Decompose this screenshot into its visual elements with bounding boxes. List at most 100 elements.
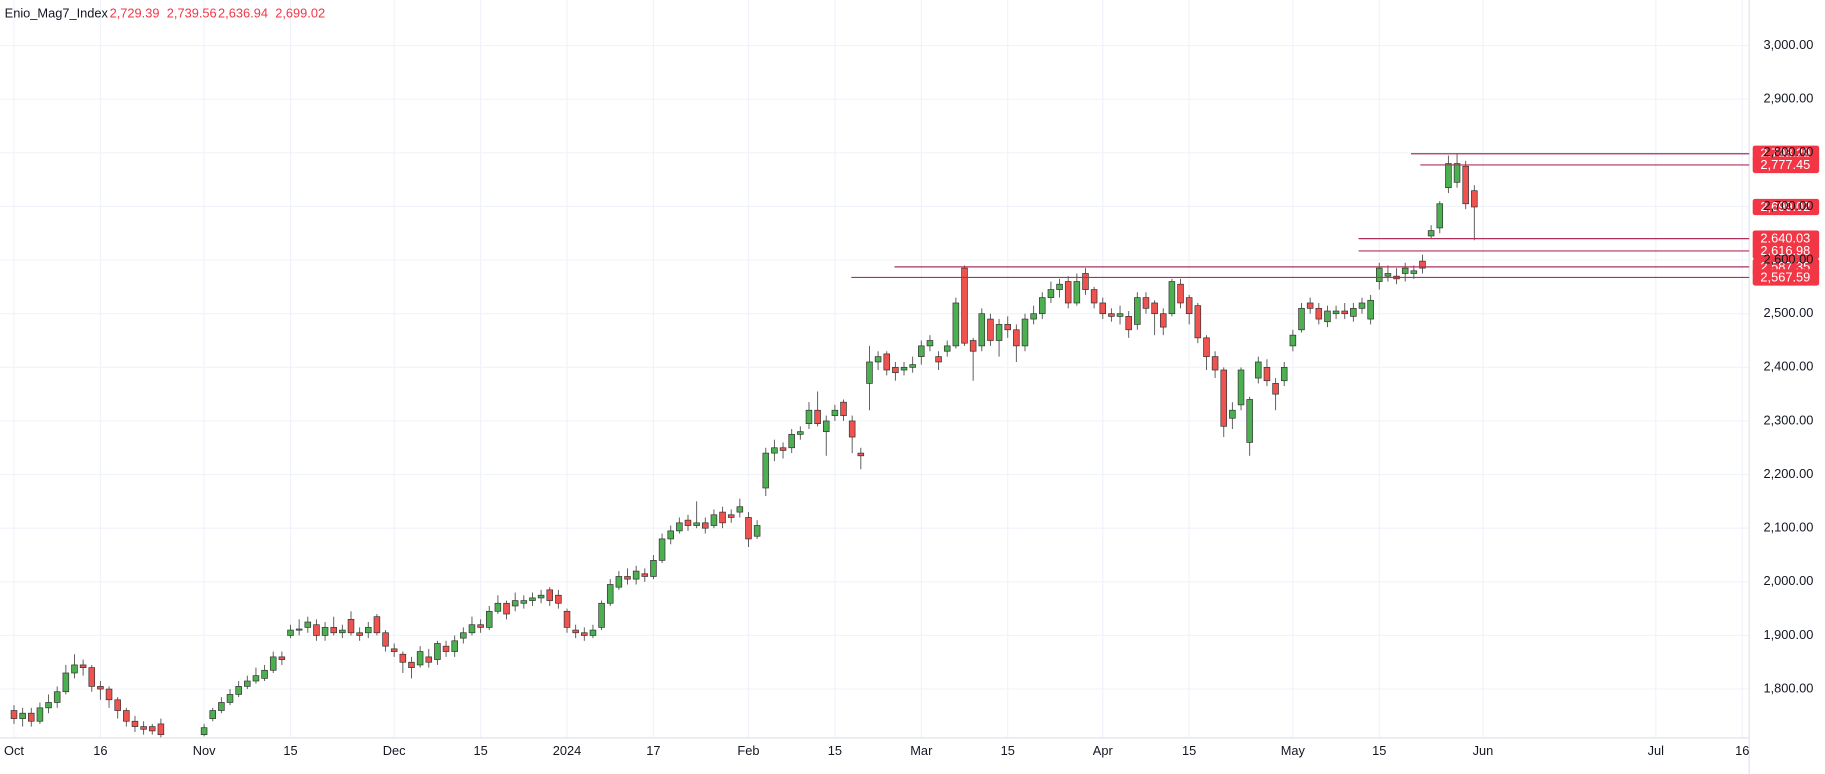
x-tick-label: 15 bbox=[1372, 743, 1386, 758]
candle-body bbox=[969, 340, 977, 352]
last-price-badge-label: 2,699.02 bbox=[1760, 199, 1810, 214]
candle-body bbox=[148, 726, 156, 732]
candle-body bbox=[909, 364, 916, 368]
candle-body bbox=[1376, 267, 1383, 282]
candle-body bbox=[900, 366, 908, 371]
candle-body bbox=[321, 627, 329, 636]
candle-body bbox=[1203, 337, 1210, 357]
candle-body bbox=[805, 409, 813, 424]
candle-body bbox=[97, 686, 104, 690]
candle-body bbox=[416, 651, 424, 666]
y-tick-label: 2,100.00 bbox=[1763, 520, 1813, 535]
candles bbox=[10, 153, 1478, 738]
candle-body bbox=[494, 602, 502, 612]
x-tick-label: Dec bbox=[383, 743, 406, 758]
x-tick-label: 15 bbox=[1001, 743, 1015, 758]
candle-body bbox=[658, 538, 666, 561]
x-tick-label: May bbox=[1281, 743, 1306, 758]
candle-body bbox=[382, 632, 389, 647]
candle-body bbox=[1013, 329, 1020, 347]
candle-body bbox=[710, 514, 718, 526]
candle-body bbox=[347, 619, 355, 634]
candle-body bbox=[1471, 190, 1478, 208]
candle-body bbox=[218, 702, 225, 711]
candle-body bbox=[295, 628, 303, 631]
x-tick-label: 15 bbox=[473, 743, 487, 758]
candle-body bbox=[952, 302, 960, 347]
candle-body bbox=[1427, 230, 1435, 237]
candle-body bbox=[1445, 163, 1452, 189]
x-tick-label: Apr bbox=[1093, 743, 1114, 758]
candle-body bbox=[244, 680, 251, 687]
candle-body bbox=[1159, 313, 1167, 328]
candle-body bbox=[442, 645, 450, 652]
y-tick-label: 2,700.00 bbox=[1763, 198, 1813, 213]
candle-body bbox=[53, 691, 61, 703]
candle-body bbox=[330, 627, 337, 634]
x-tick-label: Jun bbox=[1473, 743, 1494, 758]
candle-body bbox=[589, 629, 597, 636]
candle-body bbox=[1436, 203, 1444, 229]
candle-body bbox=[1341, 310, 1348, 315]
candle-body bbox=[1056, 283, 1063, 290]
candle-body bbox=[278, 656, 286, 660]
candle-body bbox=[797, 431, 804, 435]
candle-body bbox=[684, 519, 692, 526]
candle-body bbox=[365, 627, 372, 634]
candle-body bbox=[390, 648, 398, 652]
candle-body bbox=[1315, 307, 1323, 320]
candle-body bbox=[399, 653, 407, 663]
candle-body bbox=[1332, 310, 1340, 315]
candle-body bbox=[581, 632, 588, 636]
candle-body bbox=[511, 600, 519, 607]
x-tick-label: Oct bbox=[4, 743, 24, 758]
x-tick-label: 15 bbox=[283, 743, 297, 758]
candle-body bbox=[1263, 366, 1271, 382]
candle-body bbox=[1194, 305, 1202, 339]
x-tick-label: 17 bbox=[646, 743, 660, 758]
candle-body bbox=[1099, 302, 1107, 315]
candle-body bbox=[667, 530, 674, 540]
candle-body bbox=[702, 522, 709, 529]
header-value: 2,739.56 bbox=[167, 5, 217, 20]
candle-body bbox=[1255, 361, 1262, 379]
candle-body bbox=[261, 669, 268, 679]
candle-body bbox=[1410, 270, 1418, 274]
candle-body bbox=[1367, 299, 1374, 320]
candle-body bbox=[200, 727, 208, 735]
y-tick-label: 2,200.00 bbox=[1763, 466, 1813, 481]
candle-body bbox=[736, 506, 744, 513]
candle-body bbox=[1280, 366, 1288, 382]
candle-body bbox=[1453, 163, 1461, 183]
candle-body bbox=[987, 318, 994, 341]
candle-body bbox=[1246, 399, 1253, 443]
candle-body bbox=[978, 313, 986, 347]
level-badge-label: 2,567.59 bbox=[1760, 269, 1810, 284]
candle-body bbox=[468, 624, 476, 634]
header-value: 2,699.02 bbox=[275, 5, 325, 20]
candle-body bbox=[1168, 281, 1176, 315]
candle-body bbox=[79, 664, 87, 668]
candle-body bbox=[1289, 334, 1297, 347]
x-tick-label: 16 bbox=[1735, 743, 1749, 758]
candle-body bbox=[45, 702, 52, 709]
level-badge bbox=[1752, 156, 1820, 174]
candle-body bbox=[1142, 297, 1150, 309]
candle-body bbox=[88, 667, 96, 687]
candle-body bbox=[71, 664, 78, 674]
candle-body bbox=[943, 345, 951, 352]
candle-body bbox=[995, 324, 1003, 341]
candle-body bbox=[114, 699, 121, 711]
level-badge-label: 2,616.98 bbox=[1760, 243, 1810, 258]
level-badge bbox=[1752, 230, 1820, 247]
candle-body bbox=[485, 610, 493, 628]
candle-body bbox=[1039, 297, 1046, 315]
candle-body bbox=[788, 434, 795, 449]
candle-body bbox=[140, 726, 147, 730]
candle-body bbox=[1237, 369, 1245, 406]
candle-body bbox=[1134, 297, 1141, 325]
candle-body bbox=[822, 420, 830, 433]
header-value: 2,636.94 bbox=[218, 5, 268, 20]
candle-body bbox=[157, 723, 165, 735]
